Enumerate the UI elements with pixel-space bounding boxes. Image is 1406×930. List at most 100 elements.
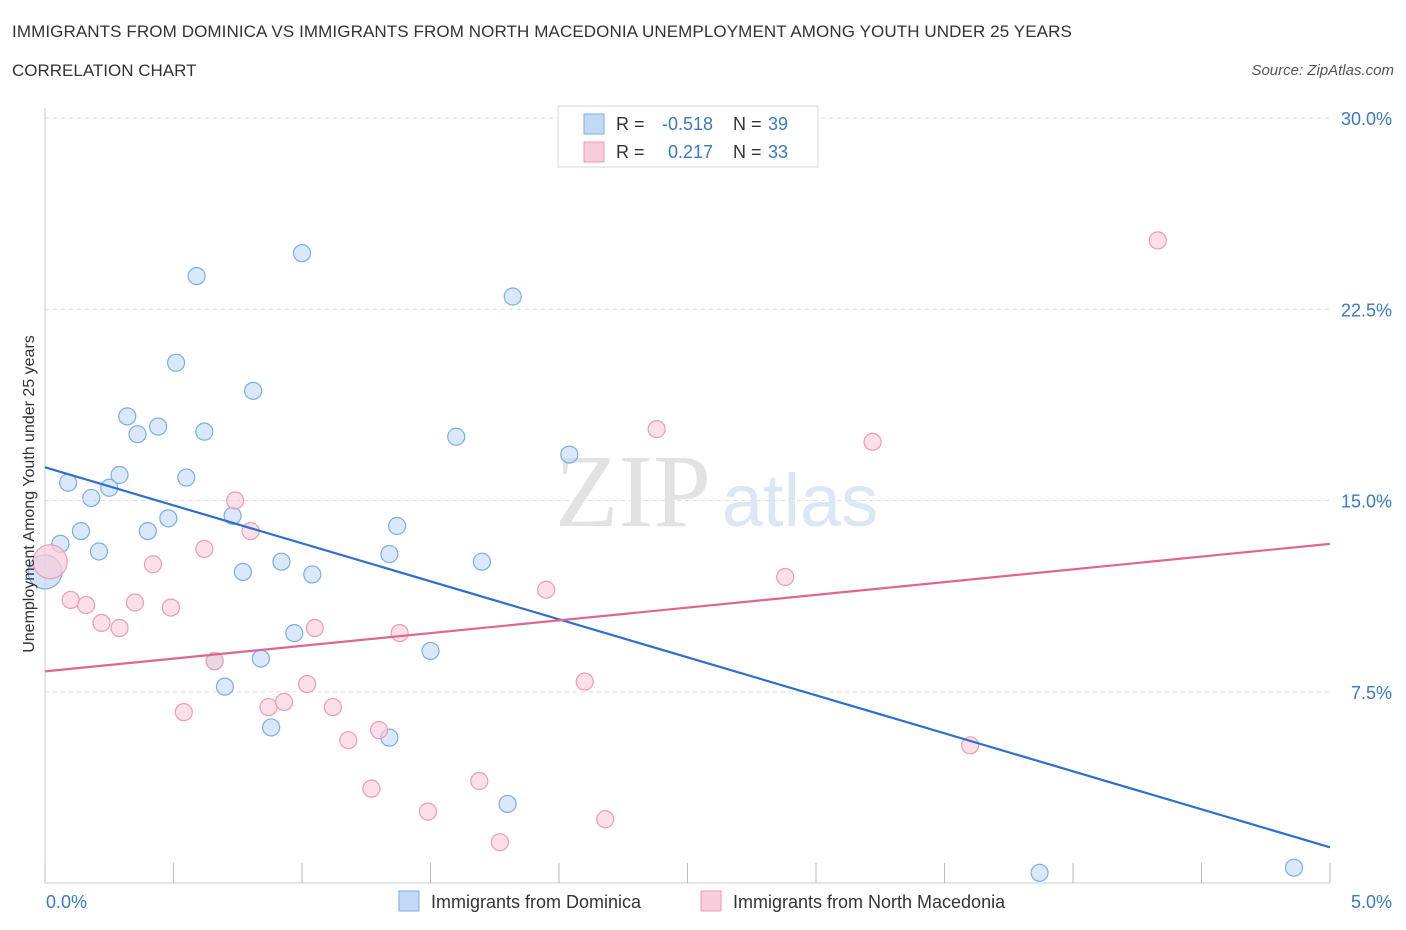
legend-label-macedonia[interactable]: Immigrants from North Macedonia (733, 892, 1006, 912)
macedonia-point (390, 623, 409, 643)
macedonia-point (205, 652, 224, 671)
macedonia-point (161, 598, 181, 617)
dominica-point (159, 509, 178, 528)
legend-n-label: N = (733, 114, 762, 134)
y-tick-label: 7.5% (1351, 683, 1392, 703)
dominica-point (272, 552, 291, 571)
legend-swatch-dominica[interactable] (398, 890, 420, 912)
dominica-point (177, 468, 196, 487)
macedonia-trend-line (44, 542, 1331, 673)
dominica-point (138, 521, 157, 541)
dominica-point (118, 407, 137, 426)
macedonia-point (77, 595, 96, 615)
macedonia-point (490, 833, 509, 852)
legend-swatch-dominica (583, 113, 605, 135)
macedonia-point (370, 720, 389, 740)
dominica-point (262, 718, 281, 737)
watermark: ZIP atlas (555, 434, 878, 549)
macedonia-point (61, 590, 80, 610)
dominica-point (303, 565, 322, 584)
dominica-point (244, 381, 263, 400)
series-legend: Immigrants from Dominica Immigrants from… (398, 890, 1006, 912)
legend-r-value: 0.217 (668, 142, 713, 162)
dominica-point (380, 544, 399, 564)
dominica-point (1284, 858, 1304, 877)
dominica-point (447, 427, 466, 446)
dominica-point (82, 488, 101, 508)
stats-legend: R = -0.518 N = 39 R = 0.217 N = 33 (557, 105, 819, 168)
macedonia-point (323, 697, 342, 717)
watermark-atlas: atlas (722, 459, 878, 542)
macedonia-point (470, 771, 489, 791)
dominica-point (166, 353, 186, 372)
dominica-point (233, 562, 252, 582)
macedonia-point (298, 674, 317, 694)
y-tick-label: 15.0% (1341, 492, 1392, 512)
macedonia-point (863, 432, 882, 451)
macedonia-point (305, 618, 324, 638)
y-axis-label: Unemployment Among Youth under 25 years (21, 335, 38, 653)
macedonia-point (92, 613, 111, 633)
dominica-point (1030, 863, 1049, 882)
legend-r-label: R = (616, 114, 645, 134)
watermark-zip: ZIP (555, 434, 711, 549)
trend-lines (44, 466, 1331, 849)
macedonia-point (274, 692, 294, 712)
tick-labels: 7.5% 15.0% 22.5% 30.0% 0.0% 5.0% (46, 109, 1392, 912)
macedonia-point (226, 491, 245, 510)
dominica-point (472, 552, 491, 571)
macedonia-point (596, 810, 615, 829)
dominica-point (251, 649, 270, 668)
chart-title: IMMIGRANTS FROM DOMINICA VS IMMIGRANTS F… (12, 22, 1072, 41)
dominica-point (215, 677, 234, 696)
source-label: Source: ZipAtlas.com (1251, 62, 1394, 79)
macedonia-point (776, 567, 795, 587)
legend-swatch-macedonia[interactable] (700, 890, 722, 912)
macedonia-point (195, 539, 214, 559)
dominica-point (560, 445, 579, 464)
dominica-point (110, 465, 129, 485)
dominica-point (498, 794, 517, 814)
macedonia-point (575, 672, 594, 691)
y-tick-label: 30.0% (1341, 109, 1392, 129)
macedonia-point (418, 802, 438, 821)
legend-n-label: N = (733, 142, 762, 162)
macedonia-point (362, 779, 381, 798)
grid-lines (45, 117, 1330, 693)
chart-subtitle: CORRELATION CHART (12, 61, 197, 80)
dominica-point (187, 267, 206, 286)
dominica-point (71, 521, 91, 541)
legend-n-value: 33 (768, 142, 788, 162)
legend-label-dominica[interactable]: Immigrants from Dominica (431, 892, 642, 912)
macedonia-point (241, 521, 260, 541)
macedonia-point (1148, 231, 1167, 250)
legend-swatch-macedonia (583, 141, 605, 163)
legend-r-value: -0.518 (662, 114, 713, 134)
macedonia-point (339, 731, 358, 750)
dominica-point (148, 417, 168, 436)
macedonia-point (174, 703, 193, 722)
dominica-point (89, 542, 109, 561)
dominica-point (421, 641, 440, 661)
dominica-point (128, 425, 147, 444)
data-points (27, 231, 1304, 882)
x-tick-label: 5.0% (1351, 892, 1392, 912)
legend-n-value: 39 (768, 114, 788, 134)
macedonia-point (647, 420, 666, 439)
macedonia-point (259, 697, 278, 717)
dominica-point (285, 623, 304, 643)
macedonia-point (143, 555, 163, 574)
macedonia-point (125, 593, 145, 612)
y-tick-label: 22.5% (1341, 300, 1392, 320)
legend-r-label: R = (616, 142, 645, 162)
dominica-point (387, 516, 407, 536)
dominica-trend-line (44, 466, 1331, 849)
x-tick-label: 0.0% (46, 892, 87, 912)
macedonia-point (32, 544, 68, 580)
axes (44, 108, 1331, 884)
dominica-point (503, 287, 522, 306)
dominica-point (195, 422, 214, 441)
macedonia-point (110, 618, 129, 638)
dominica-point (292, 244, 312, 263)
